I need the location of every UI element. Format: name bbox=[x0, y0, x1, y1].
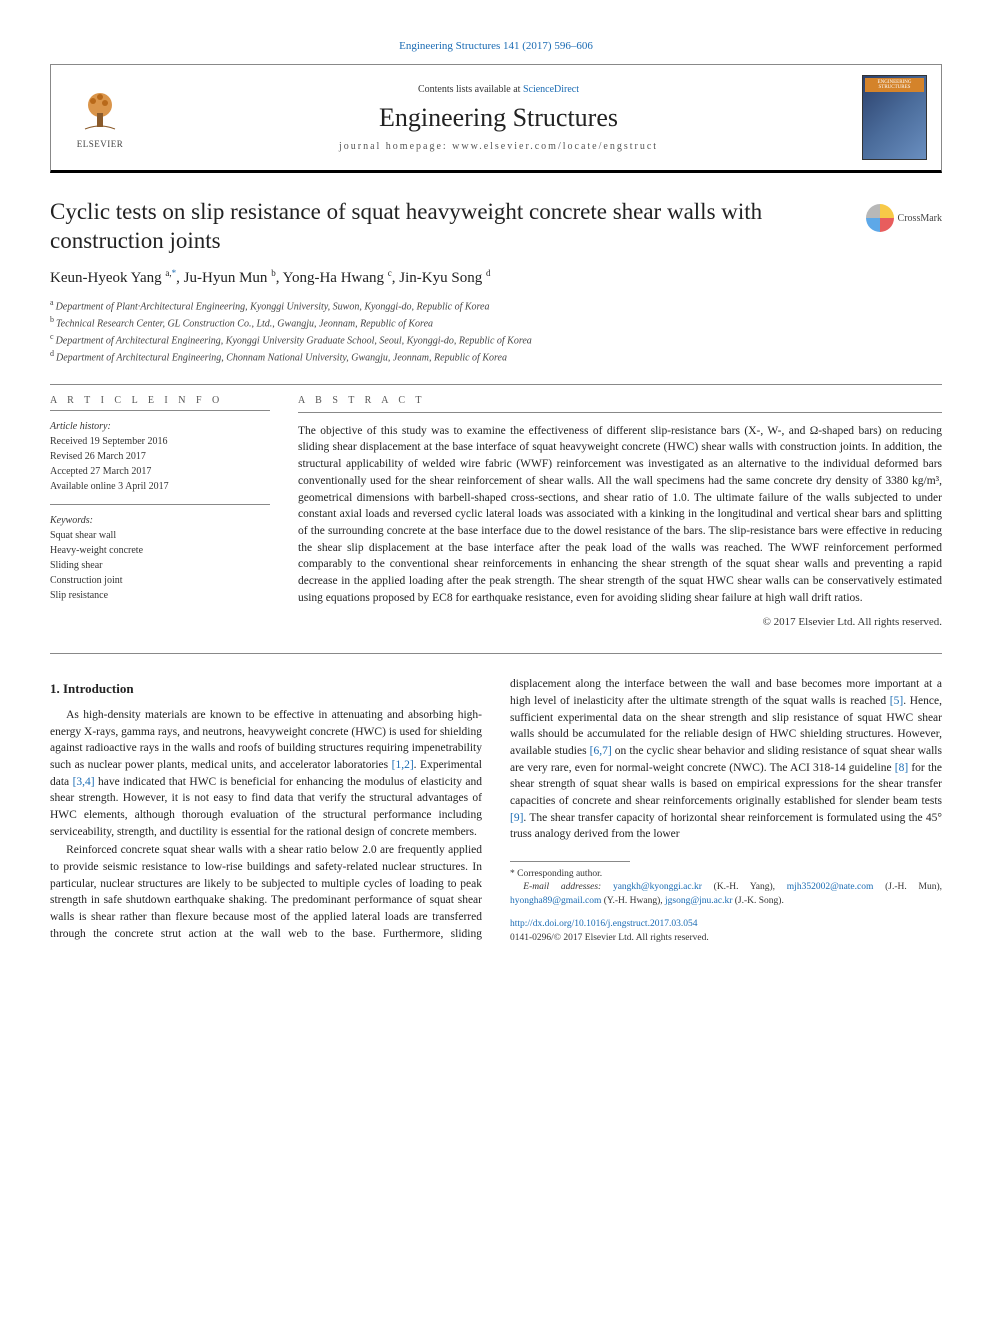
abstract-copyright: © 2017 Elsevier Ltd. All rights reserved… bbox=[298, 616, 942, 628]
crossmark-icon bbox=[866, 204, 894, 232]
homepage-url[interactable]: www.elsevier.com/locate/engstruct bbox=[452, 141, 658, 152]
affiliations: a Department of Plant·Architectural Engi… bbox=[50, 297, 942, 366]
author-email-link[interactable]: jgsong@jnu.ac.kr bbox=[665, 896, 732, 906]
section-1-heading: 1. Introduction bbox=[50, 680, 482, 699]
doi: http://dx.doi.org/10.1016/j.engstruct.20… bbox=[510, 918, 942, 932]
body-paragraph: As high-density materials are known to b… bbox=[50, 707, 482, 840]
journal-cover-icon: ENGINEERING STRUCTURES bbox=[862, 75, 927, 160]
journal-homepage: journal homepage: www.elsevier.com/locat… bbox=[135, 141, 862, 152]
body-columns: 1. Introduction As high-density material… bbox=[50, 676, 942, 945]
top-citation: Engineering Structures 141 (2017) 596–60… bbox=[50, 40, 942, 52]
crossmark-label: CrossMark bbox=[898, 213, 942, 224]
keyword: Heavy-weight concrete bbox=[50, 543, 270, 558]
article-info: A R T I C L E I N F O Article history: R… bbox=[50, 395, 270, 628]
keyword: Sliding shear bbox=[50, 558, 270, 573]
affiliation: d Department of Architectural Engineerin… bbox=[50, 348, 942, 365]
abstract: A B S T R A C T The objective of this st… bbox=[298, 395, 942, 628]
authors-line: Keun-Hyeok Yang a,*, Ju-Hyun Mun b, Yong… bbox=[50, 268, 942, 287]
author: Yong-Ha Hwang c bbox=[283, 270, 392, 286]
corresponding-author: * Corresponding author. bbox=[510, 868, 942, 881]
author-emails: E-mail addresses: yangkh@kyonggi.ac.kr (… bbox=[510, 881, 942, 908]
history-line: Accepted 27 March 2017 bbox=[50, 464, 270, 479]
keyword: Squat shear wall bbox=[50, 528, 270, 543]
elsevier-tree-icon bbox=[75, 87, 125, 137]
section-divider bbox=[50, 384, 942, 385]
history-line: Available online 3 April 2017 bbox=[50, 479, 270, 494]
keywords-heading: Keywords: bbox=[50, 515, 270, 526]
author: Keun-Hyeok Yang a,* bbox=[50, 270, 176, 286]
history-line: Received 19 September 2016 bbox=[50, 434, 270, 449]
footnote-separator bbox=[510, 861, 630, 862]
keyword: Slip resistance bbox=[50, 588, 270, 603]
affiliation: c Department of Architectural Engineerin… bbox=[50, 331, 942, 348]
abstract-text: The objective of this study was to exami… bbox=[298, 423, 942, 606]
author: Ju-Hyun Mun b bbox=[184, 270, 276, 286]
author-email-link[interactable]: mjh352002@nate.com bbox=[787, 882, 874, 892]
history-line: Revised 26 March 2017 bbox=[50, 449, 270, 464]
author-email-link[interactable]: yangkh@kyonggi.ac.kr bbox=[613, 882, 702, 892]
top-citation-link[interactable]: Engineering Structures 141 (2017) 596–60… bbox=[399, 40, 593, 52]
author: Jin-Kyu Song d bbox=[399, 270, 490, 286]
affiliation: b Technical Research Center, GL Construc… bbox=[50, 314, 942, 331]
journal-name: Engineering Structures bbox=[135, 103, 862, 133]
keyword: Construction joint bbox=[50, 573, 270, 588]
author-email-link[interactable]: hyongha89@gmail.com bbox=[510, 896, 601, 906]
journal-header: ELSEVIER Contents lists available at Sci… bbox=[50, 64, 942, 173]
doi-link[interactable]: http://dx.doi.org/10.1016/j.engstruct.20… bbox=[510, 919, 697, 929]
history-heading: Article history: bbox=[50, 421, 270, 432]
sciencedirect-link[interactable]: ScienceDirect bbox=[523, 84, 579, 95]
affiliation: a Department of Plant·Architectural Engi… bbox=[50, 297, 942, 314]
elsevier-label: ELSEVIER bbox=[77, 139, 124, 149]
crossmark-badge[interactable]: CrossMark bbox=[866, 204, 942, 232]
info-heading: A R T I C L E I N F O bbox=[50, 395, 270, 406]
issn-copyright: 0141-0296/© 2017 Elsevier Ltd. All right… bbox=[510, 932, 942, 946]
article-title: Cyclic tests on slip resistance of squat… bbox=[50, 198, 850, 256]
contents-line: Contents lists available at ScienceDirec… bbox=[135, 84, 862, 95]
abstract-heading: A B S T R A C T bbox=[298, 395, 942, 406]
section-divider bbox=[50, 653, 942, 654]
elsevier-logo: ELSEVIER bbox=[65, 78, 135, 158]
